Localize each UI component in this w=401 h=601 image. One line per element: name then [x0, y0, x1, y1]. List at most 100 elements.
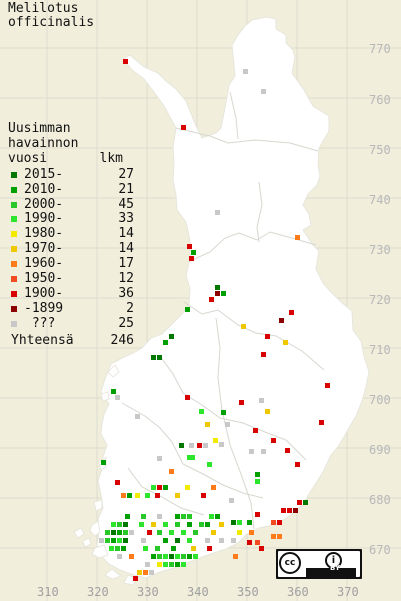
observation-point-2010 [111, 389, 116, 394]
observation-point-1990 [163, 554, 168, 559]
observation-point-2015 [151, 355, 156, 360]
legend-label-1960: 1960- [24, 256, 64, 272]
observation-point-unknown [261, 449, 266, 454]
observation-point-unknown [157, 456, 162, 461]
observation-point-1970 [283, 340, 288, 345]
observation-point-pre-1899 [293, 508, 298, 513]
observation-point-1900 [155, 493, 160, 498]
observation-point-2010 [175, 514, 180, 519]
legend-label-1990: 1990- [24, 211, 64, 227]
observation-point-2000 [199, 522, 204, 527]
observation-point-unknown [141, 538, 146, 543]
legend-row-unknown: ??? 25 [8, 316, 134, 332]
island-shape [91, 544, 109, 559]
legend-swatch-2000 [11, 201, 17, 208]
observation-point-2010 [255, 472, 260, 477]
observation-point-1980 [157, 562, 162, 567]
observation-point-1990 [151, 485, 156, 490]
legend-label-1970: 1970- [24, 241, 64, 257]
legend-swatch-1900 [11, 290, 17, 297]
observation-point-2000 [123, 530, 128, 535]
legend-total-count: 246 [110, 332, 134, 348]
observation-point-unknown [117, 554, 122, 559]
observation-point-unknown [157, 514, 162, 519]
observation-point-unknown [225, 422, 230, 427]
observation-point-unknown [229, 498, 234, 503]
island-shape [82, 537, 92, 548]
attribution-icon: i [325, 552, 342, 569]
observation-point-1960 [277, 534, 282, 539]
legend-count-header: lkm [99, 150, 123, 166]
observation-point-unknown [259, 398, 264, 403]
legend-count-1980: 14 [118, 226, 134, 242]
observation-point-2015 [157, 355, 162, 360]
legend-row-1980: 1980- 14 [8, 226, 134, 242]
observation-point-1990 [163, 562, 168, 567]
easting-label-310: 310 [37, 585, 59, 599]
observation-point-1900 [281, 508, 286, 513]
legend-label-1950: 1950- [24, 270, 64, 286]
province-border-line [159, 355, 307, 461]
observation-point-2010 [163, 340, 168, 345]
legend-count-1950: 12 [118, 270, 134, 286]
legend-year-header: vuosi [8, 150, 48, 166]
observation-point-2015 [123, 522, 128, 527]
creative-commons-icon: cc [279, 552, 301, 574]
legend-total-row: Yhteensä 246 [8, 332, 134, 349]
observation-point-1960 [211, 485, 216, 490]
northing-label-720: 720 [369, 293, 391, 307]
observation-point-unknown [219, 442, 224, 447]
legend-swatch-2010 [11, 186, 17, 193]
observation-point-2015 [231, 520, 236, 525]
observation-point-1970 [241, 324, 246, 329]
legend-row-1900: 1900- 36 [8, 286, 134, 302]
observation-point-unknown [115, 395, 120, 400]
legend-title-line-1: Uusimman [8, 121, 71, 136]
observation-point-1990 [193, 554, 198, 559]
observation-point-2010 [151, 554, 156, 559]
island-shape [73, 527, 85, 539]
observation-point-unknown [149, 570, 154, 575]
observation-point-unknown [215, 210, 220, 215]
observation-point-1960 [233, 554, 238, 559]
northing-axis-labels: 770 760 750 740 730 720 710 700 690 680 … [369, 42, 391, 557]
observation-point-1960 [143, 570, 148, 575]
observation-point-1900 [123, 59, 128, 64]
observation-point-unknown [145, 562, 150, 567]
observation-point-1900 [297, 500, 302, 505]
province-border-line [256, 181, 263, 243]
observation-point-1990 [145, 493, 150, 498]
observation-point-1990 [169, 530, 174, 535]
observation-point-unknown [231, 538, 236, 543]
finland-land-shape [96, 16, 370, 579]
observation-point-1900 [201, 493, 206, 498]
observation-point-unknown [219, 538, 224, 543]
observation-point-1900 [295, 462, 300, 467]
observation-point-2010 [191, 250, 196, 255]
province-border-line [175, 127, 319, 152]
observation-point-2000 [115, 546, 120, 551]
northing-label-700: 700 [369, 393, 391, 407]
legend-swatch-1980 [11, 231, 17, 238]
observation-point-2010 [205, 522, 210, 527]
observation-point-1900 [277, 520, 282, 525]
observation-point-1970 [205, 422, 210, 427]
observation-point-2010 [117, 530, 122, 535]
northing-label-670: 670 [369, 543, 391, 557]
northing-label-730: 730 [369, 243, 391, 257]
observation-point-1970 [151, 522, 156, 527]
observation-point-1990 [187, 455, 195, 460]
island-shape [107, 364, 120, 378]
observation-point-1990 [181, 562, 186, 567]
easting-axis-labels: 310 320 330 340 350 360 370 [37, 585, 359, 599]
observation-point-1900 [255, 512, 260, 517]
island-shape [89, 520, 101, 537]
legend-row-1960: 1960- 17 [8, 256, 134, 272]
observation-point-2000 [141, 514, 146, 519]
observation-point-1960 [121, 493, 126, 498]
observation-point-pre-1899 [279, 318, 284, 323]
observation-point-1900 [253, 428, 258, 433]
observation-point-1970 [265, 409, 270, 414]
observation-point-2010 [163, 538, 168, 543]
observation-point-1900 [319, 420, 324, 425]
